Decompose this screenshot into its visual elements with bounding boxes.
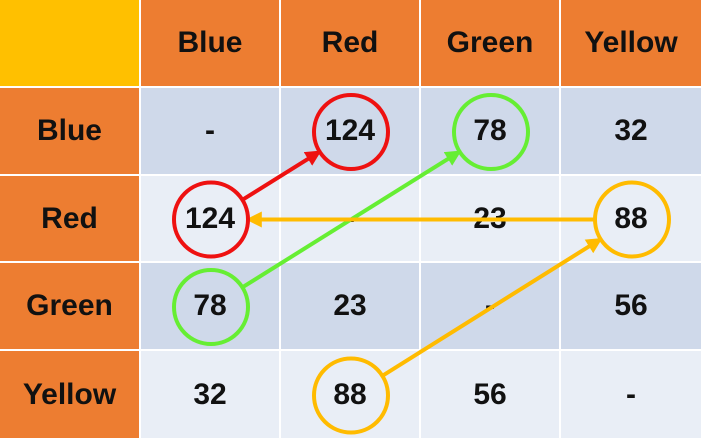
cell-red-blue: 124 [141,176,279,261]
cell-blue-yellow: 32 [561,88,701,174]
cell-green-red: 23 [281,263,419,349]
cell-red-yellow: 88 [561,176,701,261]
cell-green-yellow: 56 [561,263,701,349]
cell-yellow-red: 88 [281,351,419,438]
corner-cell [0,0,139,86]
cell-blue-green: 78 [421,88,559,174]
cell-yellow-yellow: - [561,351,701,438]
cell-blue-red: 124 [281,88,419,174]
cell-red-red: - [281,176,419,261]
row-header-red: Red [0,176,139,261]
column-header-green: Green [421,0,559,86]
row-header-blue: Blue [0,88,139,174]
cell-red-green: 23 [421,176,559,261]
cell-blue-blue: - [141,88,279,174]
row-header-green: Green [0,263,139,349]
cell-yellow-blue: 32 [141,351,279,438]
cell-yellow-green: 56 [421,351,559,438]
cell-green-blue: 78 [141,263,279,349]
column-header-red: Red [281,0,419,86]
row-header-yellow: Yellow [0,351,139,438]
cell-green-green: - [421,263,559,349]
column-header-yellow: Yellow [561,0,701,86]
column-header-blue: Blue [141,0,279,86]
